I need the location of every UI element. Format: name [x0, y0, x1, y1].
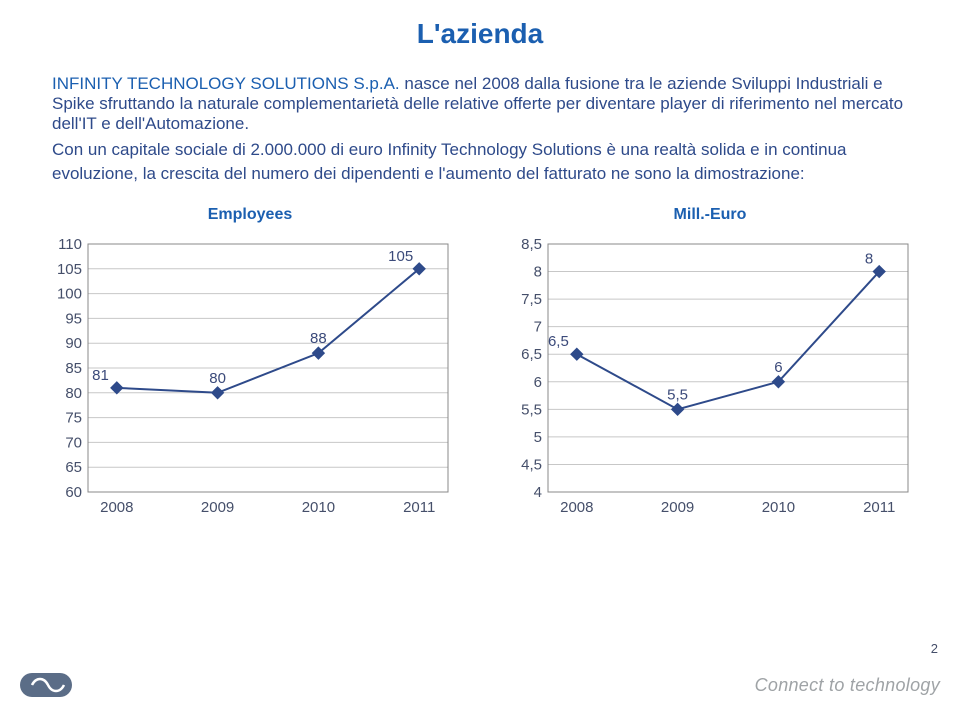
svg-text:80: 80 — [209, 369, 226, 386]
body-paragraph: Con un capitale sociale di 2.000.000 di … — [52, 138, 908, 186]
svg-text:5: 5 — [534, 428, 542, 445]
revenue-chart: 4 4,5 5 5,5 6 6,5 7 7,5 8 8,5 2008 2009 2010 2011 6,5 5… — [500, 230, 920, 520]
footer-tagline: Connect to technology — [755, 675, 940, 696]
svg-text:2009: 2009 — [661, 499, 694, 516]
employees-chart-title: Employees — [208, 206, 292, 224]
svg-text:2008: 2008 — [100, 499, 133, 516]
charts-row: Employees 606570758085909510010511020082… — [40, 206, 920, 520]
svg-text:60: 60 — [65, 484, 82, 501]
footer-logo-icon — [20, 667, 80, 703]
svg-text:90: 90 — [65, 335, 82, 352]
svg-text:5,5: 5,5 — [667, 386, 688, 403]
svg-text:81: 81 — [92, 366, 109, 383]
intro-paragraph: INFINITY TECHNOLOGY SOLUTIONS S.p.A. nas… — [52, 74, 908, 134]
svg-text:2011: 2011 — [403, 499, 435, 516]
svg-text:105: 105 — [57, 260, 82, 277]
svg-text:80: 80 — [65, 384, 82, 401]
svg-text:65: 65 — [65, 459, 82, 476]
svg-text:95: 95 — [65, 310, 82, 327]
svg-text:6,5: 6,5 — [521, 346, 542, 363]
slide-title: L'azienda — [0, 0, 960, 50]
svg-text:100: 100 — [57, 285, 82, 302]
svg-text:88: 88 — [310, 330, 327, 347]
svg-text:4: 4 — [534, 484, 542, 501]
footer: Connect to technology — [0, 662, 960, 714]
svg-text:2009: 2009 — [201, 499, 234, 516]
svg-text:2008: 2008 — [560, 499, 593, 516]
svg-text:6: 6 — [774, 358, 782, 375]
body-2a: Con un capitale sociale di 2.000.000 di … — [52, 140, 701, 159]
svg-text:2010: 2010 — [762, 499, 795, 516]
body-2c: , la crescita del numero dei dipendenti … — [133, 164, 804, 183]
revenue-chart-wrap: Mill.-Euro 4 4,5 5 5,5 6 6,5 7 7,5 8 8,5 2008 2009 2… — [500, 206, 920, 520]
svg-text:7,5: 7,5 — [521, 291, 542, 308]
employees-chart-wrap: Employees 60 65 70 75 80 85 90 95 100 105 110 2008 2… — [40, 206, 460, 520]
svg-text:6,5: 6,5 — [548, 333, 569, 350]
svg-text:8,5: 8,5 — [521, 236, 542, 253]
svg-text:75: 75 — [65, 409, 82, 426]
svg-text:70: 70 — [65, 434, 82, 451]
page-number: 2 — [931, 641, 938, 656]
svg-text:105: 105 — [388, 247, 413, 264]
svg-text:6: 6 — [534, 373, 542, 390]
svg-text:4,5: 4,5 — [521, 456, 542, 473]
svg-text:5,5: 5,5 — [521, 401, 542, 418]
revenue-chart-title: Mill.-Euro — [674, 206, 747, 224]
svg-text:7: 7 — [534, 318, 542, 335]
svg-text:85: 85 — [65, 360, 82, 377]
svg-text:2010: 2010 — [302, 499, 335, 516]
svg-text:8: 8 — [534, 263, 542, 280]
company-name: INFINITY TECHNOLOGY SOLUTIONS S.p.A. — [52, 74, 400, 93]
svg-text:110: 110 — [58, 236, 82, 253]
svg-text:8: 8 — [865, 250, 873, 267]
svg-text:2011: 2011 — [863, 499, 895, 516]
employees-chart: 60 65 70 75 80 85 90 95 100 105 110 2008 2009 2010 201… — [40, 230, 460, 520]
